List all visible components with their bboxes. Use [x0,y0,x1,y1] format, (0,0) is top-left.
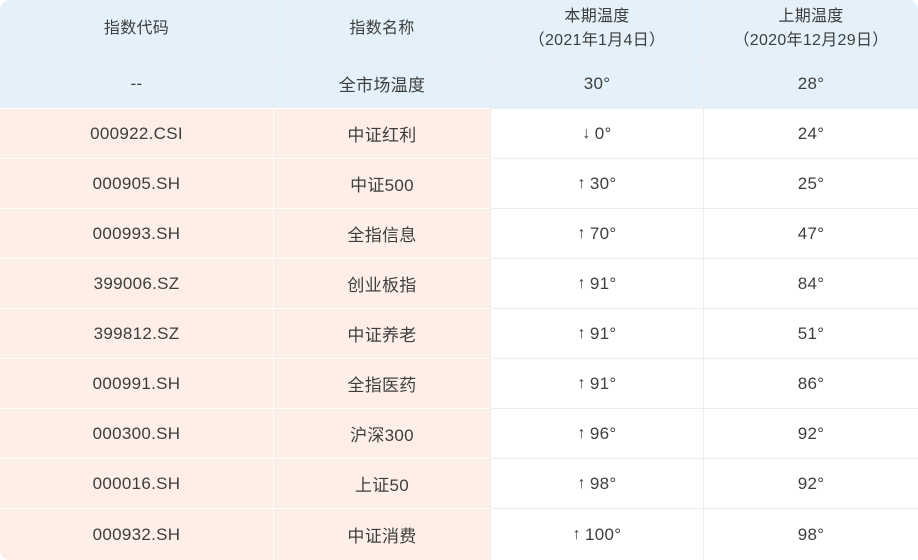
column-header-label: 指数名称 [349,20,415,37]
current-temp-value: 91° [589,323,617,343]
trend-up-icon: ↑ [577,424,586,442]
current-temp-value: 70° [589,223,617,243]
index-code-cell: 000922.CSI [0,108,273,158]
previous-temp-cell: 84° [703,258,918,308]
table-row: 000016.SH 上证50 ↑ 98° 92° [0,458,918,508]
current-temp-value: 96° [589,423,617,443]
table-row: 000922.CSI 中证红利 ↓ 0° 24° [0,108,918,158]
index-code-cell: 000905.SH [0,158,273,208]
index-name-cell: 中证500 [273,158,490,208]
previous-temp-cell: 47° [703,208,918,258]
index-code-cell: 399812.SZ [0,308,273,358]
column-header-index-code: 指数代码 [0,0,273,58]
index-code-cell: 000991.SH [0,358,273,408]
previous-temp-cell: 28° [703,58,918,108]
current-temp-value: 100° [584,524,622,544]
current-temp-cell: 30° [490,58,703,108]
previous-temp-cell: 92° [703,408,918,458]
current-temp-cell: ↑ 30° [490,158,703,208]
index-code-cell: 000932.SH [0,508,273,560]
previous-temp-cell: 92° [703,458,918,508]
current-temp-value: 91° [589,273,617,293]
table-row: 000300.SH 沪深300 ↑ 96° 92° [0,408,918,458]
current-temp-cell: ↑ 91° [490,258,703,308]
trend-up-icon: ↑ [577,374,586,392]
current-temp-cell: ↓ 0° [490,108,703,158]
current-temp-cell: ↑ 91° [490,358,703,408]
previous-temp-cell: 86° [703,358,918,408]
column-header-index-name: 指数名称 [273,0,490,58]
table-row: 000993.SH 全指信息 ↑ 70° 47° [0,208,918,258]
trend-up-icon: ↑ [572,525,581,543]
index-name-cell: 上证50 [273,458,490,508]
index-name-cell: 中证消费 [273,508,490,560]
trend-up-icon: ↑ [577,474,586,492]
trend-up-icon: ↑ [577,174,586,192]
index-name-cell: 沪深300 [273,408,490,458]
table-row: 000905.SH 中证500 ↑ 30° 25° [0,158,918,208]
table-row: 399006.SZ 创业板指 ↑ 91° 84° [0,258,918,308]
column-header-label: 上期温度 [778,8,844,25]
index-name-cell: 中证养老 [273,308,490,358]
index-name-cell: 中证红利 [273,108,490,158]
column-header-date: （2020年12月29日） [733,32,889,49]
previous-temp-cell: 51° [703,308,918,358]
previous-temp-cell: 98° [703,508,918,560]
table-header-row: 指数代码 指数名称 本期温度 （2021年1月4日） 上期温度 （2020年12… [0,0,918,58]
index-name-cell: 全市场温度 [273,58,490,108]
column-header-label: 本期温度 [564,8,630,25]
column-header-current-temp: 本期温度 （2021年1月4日） [490,0,703,58]
trend-up-icon: ↑ [577,274,586,292]
table-row: 000991.SH 全指医药 ↑ 91° 86° [0,358,918,408]
current-temp-cell: ↑ 91° [490,308,703,358]
column-header-previous-temp: 上期温度 （2020年12月29日） [703,0,918,58]
previous-temp-cell: 25° [703,158,918,208]
previous-temp-cell: 24° [703,108,918,158]
current-temp-value: 30° [589,173,617,193]
summary-row-whole-market: -- 全市场温度 30° 28° [0,58,918,108]
index-code-cell: 000993.SH [0,208,273,258]
current-temp-value: 91° [589,373,617,393]
trend-down-icon: ↓ [582,124,591,142]
current-temp-cell: ↑ 100° [490,508,703,560]
table-row: 399812.SZ 中证养老 ↑ 91° 51° [0,308,918,358]
current-temp-cell: ↑ 96° [490,408,703,458]
index-code-cell: -- [0,58,273,108]
index-name-cell: 全指医药 [273,358,490,408]
current-temp-value: 98° [589,473,617,493]
current-temp-cell: ↑ 98° [490,458,703,508]
current-temp-value: 0° [594,123,612,143]
index-code-cell: 399006.SZ [0,258,273,308]
column-header-date: （2021年1月4日） [528,32,666,49]
column-header-label: 指数代码 [103,20,170,37]
table-row: 000932.SH 中证消费 ↑ 100° 98° [0,508,918,560]
trend-up-icon: ↑ [577,324,586,342]
index-code-cell: 000300.SH [0,408,273,458]
index-name-cell: 全指信息 [273,208,490,258]
current-temp-cell: ↑ 70° [490,208,703,258]
index-name-cell: 创业板指 [273,258,490,308]
index-code-cell: 000016.SH [0,458,273,508]
trend-up-icon: ↑ [577,224,586,242]
